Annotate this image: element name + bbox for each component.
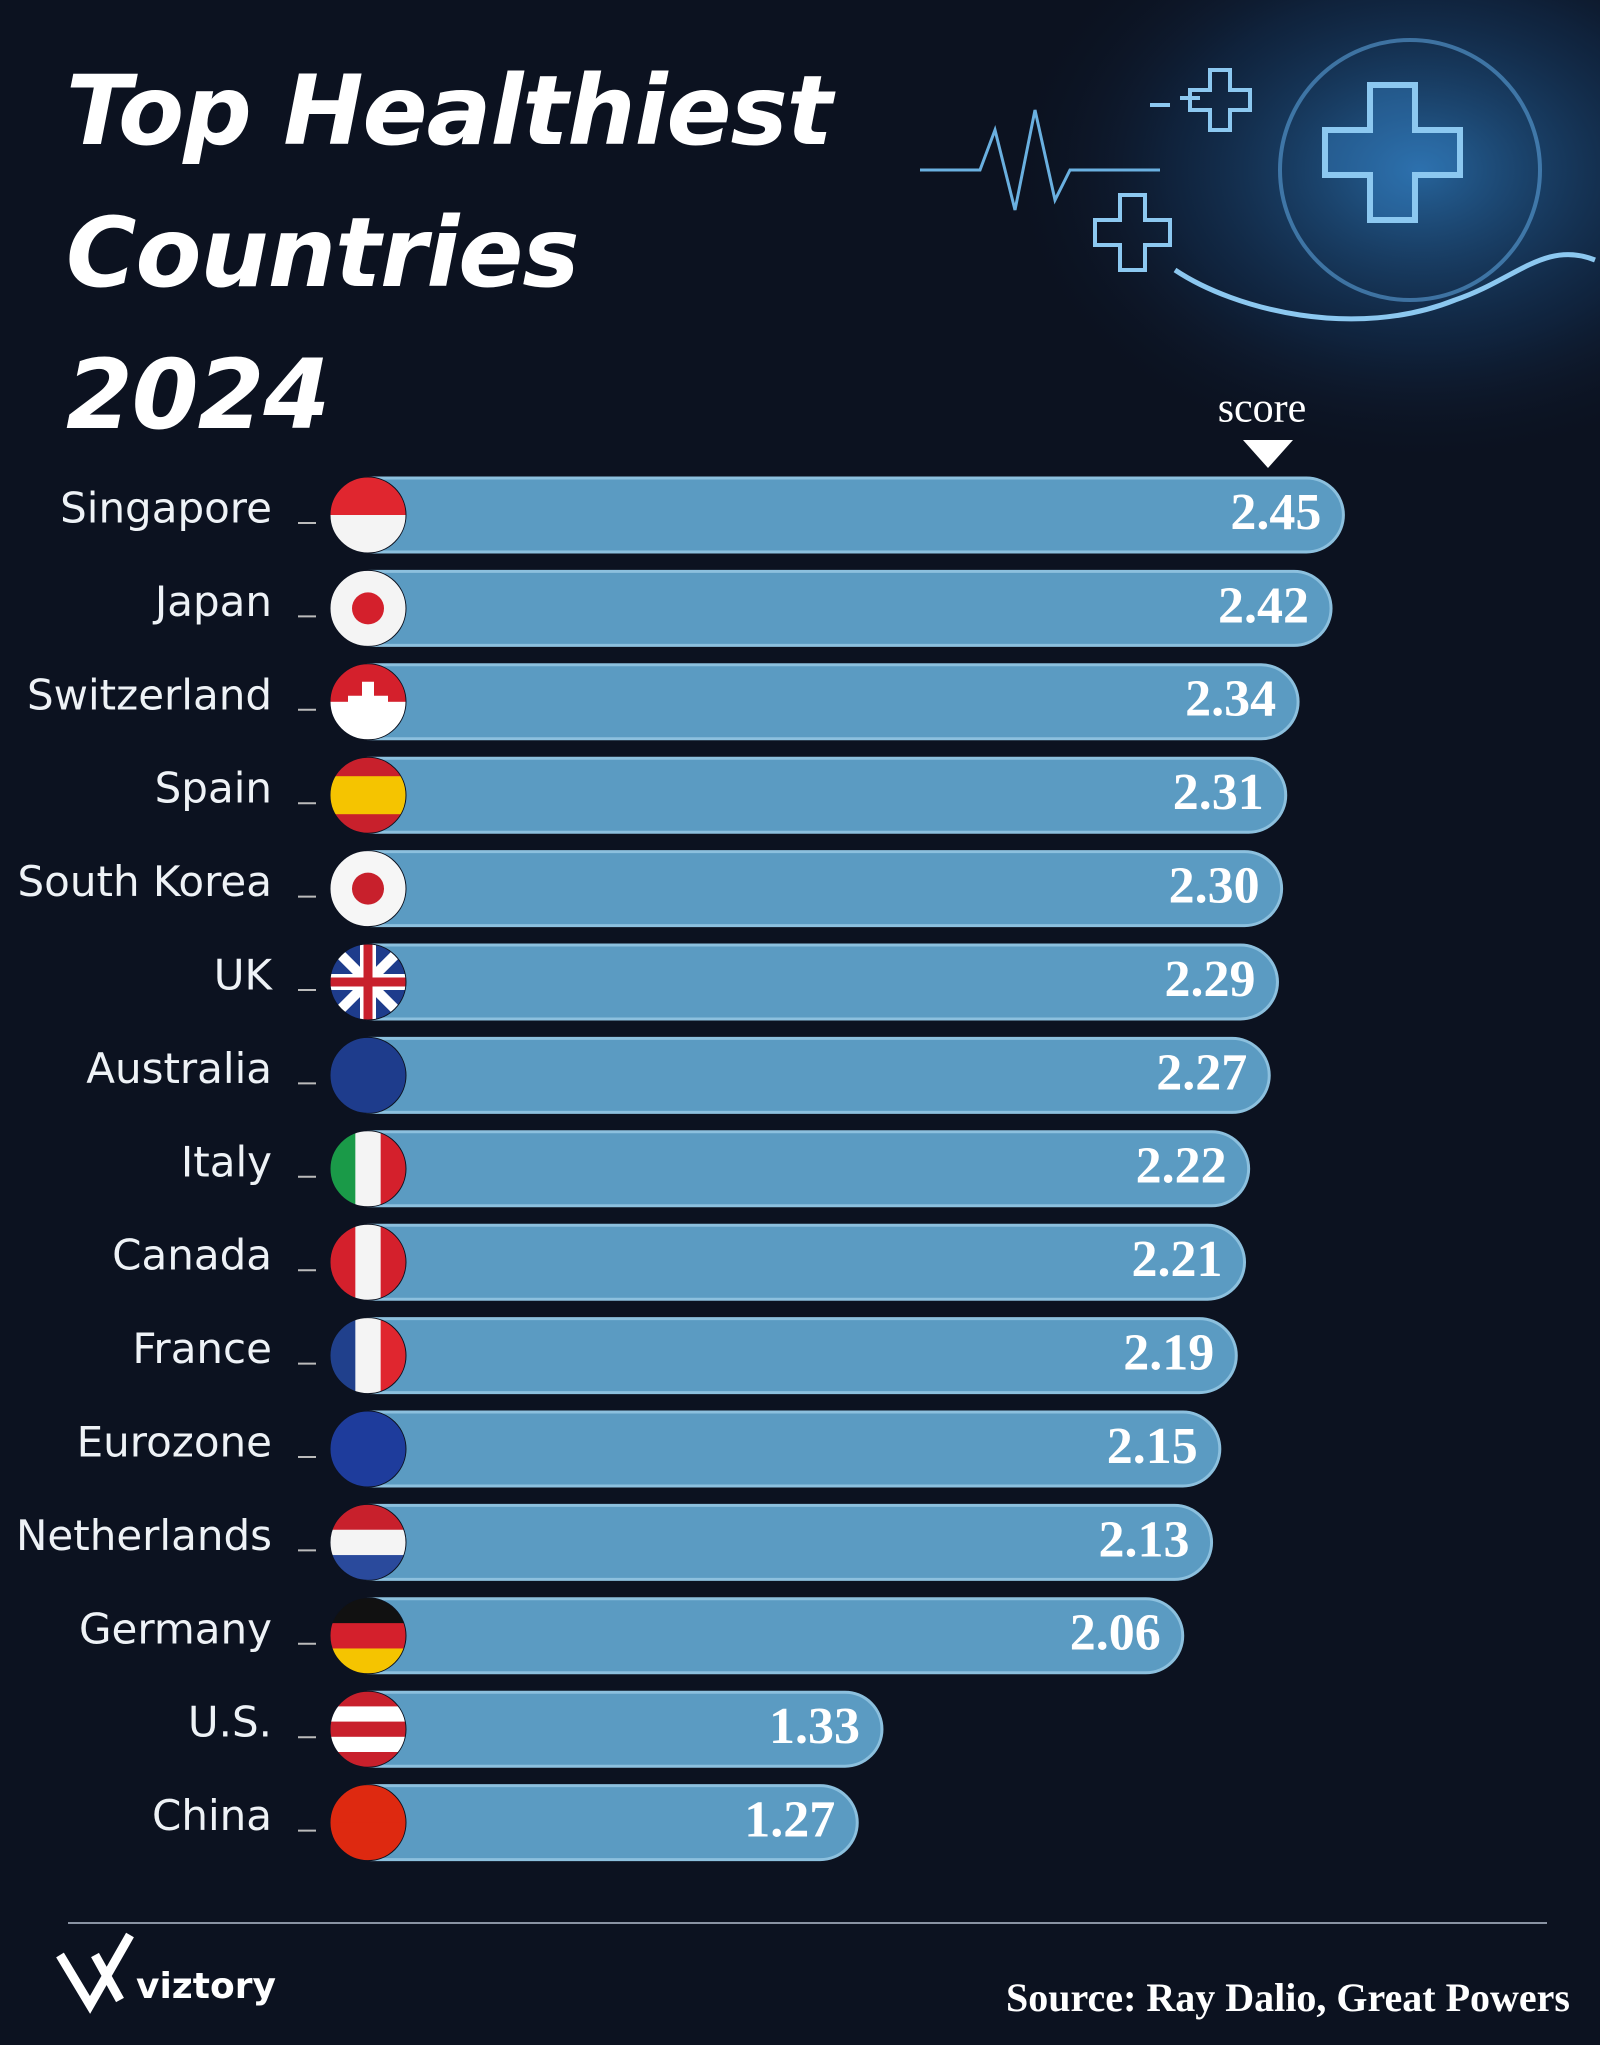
value-label: 2.42 [1218,577,1309,634]
bar [332,1410,1222,1488]
decor-glow [1000,0,1600,470]
y-tick-label: Spain [155,764,272,813]
bar [332,1130,1251,1208]
value-label: 2.19 [1123,1325,1214,1382]
bar [332,943,1279,1021]
bar [332,1503,1214,1581]
flag-stripe [330,1721,406,1738]
y-tick-label: Italy [181,1137,272,1186]
flag-rim [329,1223,407,1301]
value-label: 2.06 [1070,1605,1161,1662]
flag-rim [329,1784,407,1862]
flag-stripe [330,1736,406,1753]
y-tick-label: Netherlands [16,1511,272,1560]
flag-rim [329,756,407,834]
value-label: 2.29 [1164,951,1255,1008]
value-label: 2.30 [1169,858,1260,915]
y-tick-label: Japan [152,577,272,626]
y-tick-label: Singapore [60,484,272,533]
flag-stripe [355,1130,382,1207]
flag-cross [348,681,388,722]
flag-rim [329,1130,407,1208]
flag-stripe [330,1623,406,1650]
flag-rim [329,943,407,1021]
flag-disc [352,592,384,625]
flag-stripe [355,1317,382,1394]
y-tick-label: China [152,1791,272,1840]
bar [332,663,1300,741]
flag-rim [329,476,407,554]
bar [332,1597,1185,1675]
y-tick-label: France [132,1324,272,1373]
y-tick-label: South Korea [18,857,272,906]
y-tick-label: UK [214,951,274,1000]
flag-rim [329,1503,407,1581]
bar [332,1317,1238,1395]
decor-crosses [920,38,1596,322]
y-tick-label: Australia [86,1044,272,1093]
flag-rim [329,1036,407,1114]
flag-rim [329,1317,407,1395]
flag-rim [329,1597,407,1675]
flag-rim [329,569,407,647]
value-label: 2.45 [1230,484,1321,541]
value-label: 2.15 [1107,1418,1198,1475]
source: Source: Ray Dalio, Great Powers [1006,1975,1570,2020]
flag-rim [329,1690,407,1768]
flag-rim [329,850,407,928]
flag-stripe [330,1706,406,1723]
flag-stripe [330,795,406,816]
axis-pointer [1243,440,1293,468]
axis-label: score [1218,386,1307,432]
flag-stripe [330,1130,357,1207]
value-label: 2.13 [1099,1511,1190,1568]
flag-stripe [330,1529,406,1557]
bar [332,569,1333,647]
bar [332,850,1284,928]
y-tick-label: Canada [112,1231,272,1280]
value-label: 2.27 [1156,1044,1247,1101]
bar [332,476,1345,554]
flag-stripe [330,1317,357,1394]
flag [330,570,406,647]
brand-logo [56,1932,134,2014]
flag [330,1504,406,1581]
flag [330,757,406,834]
value-label: 2.34 [1185,671,1276,728]
value-label: 1.33 [769,1698,860,1755]
flag-stripe [330,776,406,797]
value-label: 2.31 [1173,764,1264,821]
brand: viztory [136,1966,276,2007]
flag-rim [329,663,407,741]
value-label: 2.21 [1132,1231,1223,1288]
value-label: 2.22 [1136,1138,1227,1195]
flag-rim [329,1410,407,1488]
bar [332,1036,1271,1114]
flag-disc [352,872,384,905]
chart-title: Top Healthiest Countries 2024 [66,55,833,451]
bar [332,756,1288,834]
y-tick-label: Germany [79,1604,272,1653]
flag-cross [330,944,406,1020]
y-tick-label: Eurozone [77,1418,272,1467]
flag-stripe [355,1224,382,1301]
flag-stripe [330,1224,357,1301]
value-label: 1.27 [744,1792,835,1849]
bar [332,1223,1247,1301]
y-tick-label: Switzerland [27,670,272,719]
y-tick-label: U.S. [188,1698,272,1747]
